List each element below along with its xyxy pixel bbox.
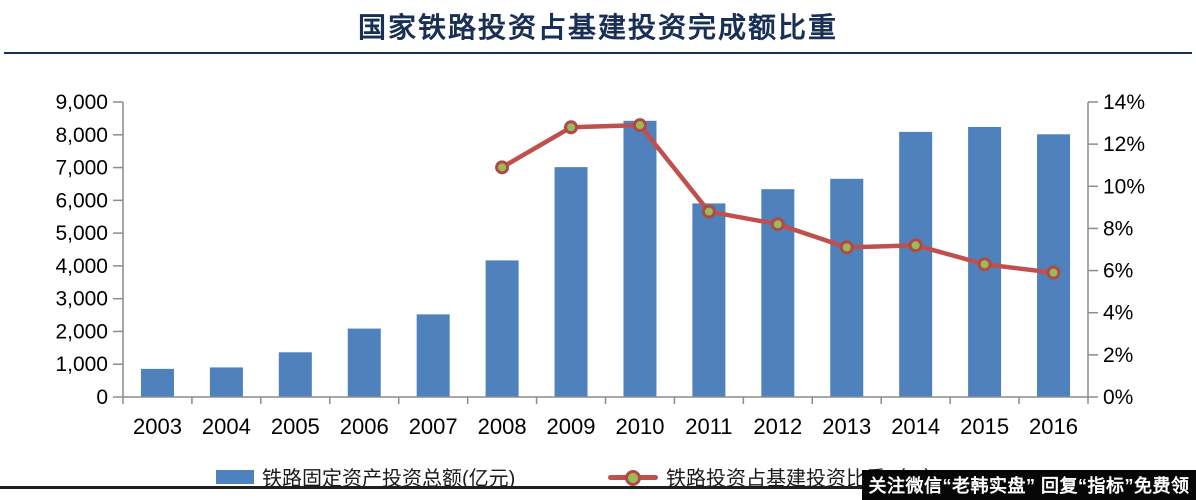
bar-2005 bbox=[278, 352, 312, 397]
x-axis-label-2014: 2014 bbox=[891, 414, 940, 439]
x-axis-label-2003: 2003 bbox=[133, 414, 182, 439]
bar-2006 bbox=[347, 328, 381, 397]
left-axis-tick-label: 3,000 bbox=[55, 288, 108, 311]
x-axis-label-2008: 2008 bbox=[478, 414, 527, 439]
marker-2014 bbox=[908, 238, 923, 253]
left-axis-tick-label: 5,000 bbox=[55, 222, 108, 245]
bar-2003 bbox=[140, 368, 174, 397]
right-axis-tick-label: 14% bbox=[1103, 91, 1145, 114]
marker-2009 bbox=[564, 120, 579, 135]
bar-2016 bbox=[1037, 134, 1071, 397]
right-axis-tick-label: 4% bbox=[1103, 302, 1133, 325]
left-axis-tick-label: 9,000 bbox=[55, 91, 108, 114]
title-divider-line bbox=[4, 52, 1192, 54]
x-axis-label-2015: 2015 bbox=[960, 414, 1009, 439]
right-axis-tick-label: 2% bbox=[1103, 344, 1133, 367]
marker-2015 bbox=[977, 257, 992, 272]
chart-title: 国家铁路投资占基建投资完成额比重 bbox=[357, 13, 838, 44]
left-axis-tick-label: 0 bbox=[96, 386, 108, 409]
left-axis-tick-label: 4,000 bbox=[55, 255, 108, 278]
marker-2016 bbox=[1046, 265, 1061, 280]
left-axis-tick-label: 8,000 bbox=[55, 124, 108, 147]
marker-2012 bbox=[770, 217, 785, 232]
x-axis-label-2010: 2010 bbox=[615, 414, 664, 439]
bar-2008 bbox=[485, 260, 519, 397]
x-axis-label-2012: 2012 bbox=[753, 414, 802, 439]
bar-2007 bbox=[416, 314, 450, 397]
marker-2010 bbox=[632, 118, 647, 133]
right-axis-tick-label: 8% bbox=[1103, 217, 1133, 240]
x-axis-label-2016: 2016 bbox=[1029, 414, 1078, 439]
bar-2014 bbox=[899, 131, 933, 398]
x-axis-label-2004: 2004 bbox=[202, 414, 251, 439]
bar-2011 bbox=[692, 203, 726, 397]
watermark-banner: 关注微信“老韩实盘” 回复“指标”免费领 bbox=[862, 470, 1196, 500]
x-axis-label-2005: 2005 bbox=[271, 414, 320, 439]
marker-2013 bbox=[839, 240, 854, 255]
bar-2004 bbox=[209, 367, 243, 397]
bar-2013 bbox=[830, 178, 864, 397]
right-axis-tick-label: 6% bbox=[1103, 260, 1133, 283]
marker-2011 bbox=[701, 204, 716, 219]
right-axis-tick-label: 0% bbox=[1103, 386, 1133, 409]
marker-2008 bbox=[495, 160, 510, 175]
x-axis-label-2006: 2006 bbox=[340, 414, 389, 439]
x-axis-label-2009: 2009 bbox=[547, 414, 596, 439]
watermark-text: 关注微信“老韩实盘” 回复“指标”免费领 bbox=[868, 476, 1190, 496]
right-axis-tick-label: 12% bbox=[1103, 133, 1145, 156]
left-axis-tick-label: 6,000 bbox=[55, 189, 108, 212]
bar-2010 bbox=[623, 120, 657, 397]
x-axis-label-2011: 2011 bbox=[685, 414, 732, 439]
bar-2009 bbox=[554, 167, 588, 397]
right-axis-tick-label: 10% bbox=[1103, 175, 1145, 198]
left-axis-tick-label: 2,000 bbox=[55, 320, 108, 343]
x-axis-label-2007: 2007 bbox=[409, 414, 458, 439]
bottom-divider-line bbox=[0, 486, 1196, 489]
left-axis-tick-label: 1,000 bbox=[55, 353, 108, 376]
left-axis-tick-label: 7,000 bbox=[55, 157, 108, 180]
x-axis-label-2013: 2013 bbox=[822, 414, 871, 439]
